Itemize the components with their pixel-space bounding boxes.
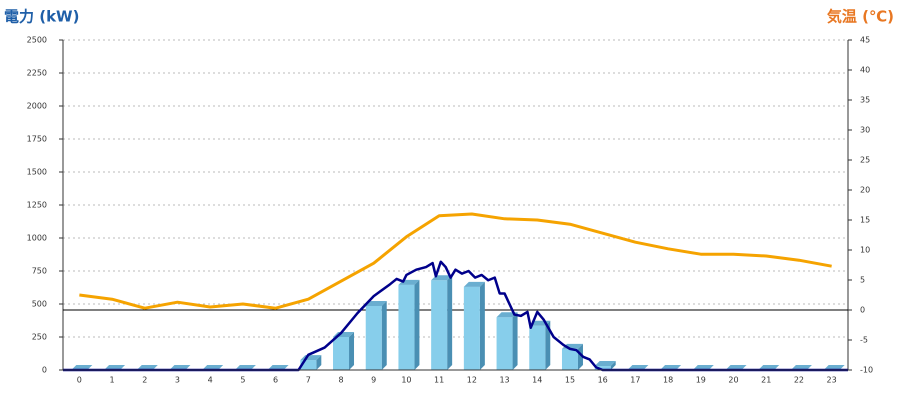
y-tick-label: 1500 <box>27 168 47 177</box>
y-tick-label: 1750 <box>27 135 47 144</box>
x-tick-label: 16 <box>598 376 608 385</box>
line <box>79 212 832 310</box>
bar-top <box>496 312 518 318</box>
bar-side <box>447 275 453 370</box>
bar <box>496 312 518 370</box>
y-tick-label: 0 <box>42 366 47 375</box>
bar-front <box>529 325 546 370</box>
x-tick-label: 4 <box>208 376 213 385</box>
x-tick-label: 8 <box>338 376 343 385</box>
bar-front <box>463 286 480 370</box>
x-tick-label: 7 <box>306 376 311 385</box>
x-tick-label: 9 <box>371 376 376 385</box>
y2-tick-label: 10 <box>860 246 870 255</box>
bar-side <box>349 332 355 370</box>
y-tick-label: 750 <box>32 267 47 276</box>
bar-side <box>577 343 583 370</box>
bar <box>333 332 355 370</box>
bar-side <box>414 279 420 370</box>
y2-tick-label: -5 <box>860 336 868 345</box>
x-tick-label: 0 <box>77 376 82 385</box>
y2-tick-label: 30 <box>860 126 870 135</box>
bar <box>365 300 387 370</box>
y2-tick-label: 0 <box>860 306 865 315</box>
x-tick-label: 23 <box>827 376 837 385</box>
y-tick-label: 1000 <box>27 234 47 243</box>
x-tick-label: 17 <box>630 376 640 385</box>
y2-tick-label: 35 <box>860 96 870 105</box>
bar <box>431 275 453 370</box>
x-tick-label: 6 <box>273 376 278 385</box>
x-tick-label: 5 <box>240 376 245 385</box>
bar-top <box>594 361 616 367</box>
bar-front <box>333 337 350 370</box>
y-tick-label: 2500 <box>27 36 47 45</box>
x-tick-label: 15 <box>565 376 575 385</box>
x-tick-label: 19 <box>696 376 706 385</box>
x-tick-label: 3 <box>175 376 180 385</box>
bar <box>463 281 485 370</box>
x-tick-label: 13 <box>499 376 509 385</box>
y2-axis-title: 気温 (℃) <box>827 8 894 26</box>
y2-tick-label: 20 <box>860 186 870 195</box>
bar-front <box>300 360 317 370</box>
bar <box>594 361 616 370</box>
y-tick-label: 1250 <box>27 201 47 210</box>
y2-tick-label: 45 <box>860 36 870 45</box>
y2-tick-label: 25 <box>860 156 870 165</box>
y2-tick-label: 40 <box>860 66 870 75</box>
x-tick-label: 20 <box>728 376 738 385</box>
y2-tick-label: 15 <box>860 216 870 225</box>
y-tick-label: 250 <box>32 333 47 342</box>
y-tick-label: 500 <box>32 300 47 309</box>
bar-top <box>365 300 387 306</box>
line <box>63 260 848 372</box>
bar-front <box>496 317 513 370</box>
bar-side <box>512 312 518 370</box>
x-tick-label: 14 <box>532 376 542 385</box>
bar-front <box>398 284 415 370</box>
bar <box>398 279 420 370</box>
x-tick-label: 18 <box>663 376 673 385</box>
bar-front <box>594 366 611 370</box>
bar-front <box>365 305 382 370</box>
bar <box>561 343 583 370</box>
bar-top <box>463 281 485 287</box>
y2-tick-label: -10 <box>860 366 873 375</box>
bar-front <box>561 348 578 370</box>
bar-front <box>431 280 448 370</box>
bar-side <box>381 300 387 370</box>
x-tick-label: 10 <box>401 376 411 385</box>
bar-side <box>545 320 551 370</box>
x-tick-label: 12 <box>467 376 477 385</box>
bar-side <box>610 361 616 370</box>
x-tick-label: 1 <box>110 376 115 385</box>
y-axis-title: 電力 (kW) <box>4 8 79 26</box>
x-tick-label: 21 <box>761 376 771 385</box>
bar-side <box>316 355 322 370</box>
x-tick-label: 22 <box>794 376 804 385</box>
y2-tick-label: 5 <box>860 276 865 285</box>
x-tick-label: 11 <box>434 376 444 385</box>
x-tick-label: 2 <box>142 376 147 385</box>
y-tick-label: 2000 <box>27 102 47 111</box>
y-tick-label: 2250 <box>27 69 47 78</box>
bar <box>529 320 551 370</box>
bar-side <box>479 281 485 370</box>
